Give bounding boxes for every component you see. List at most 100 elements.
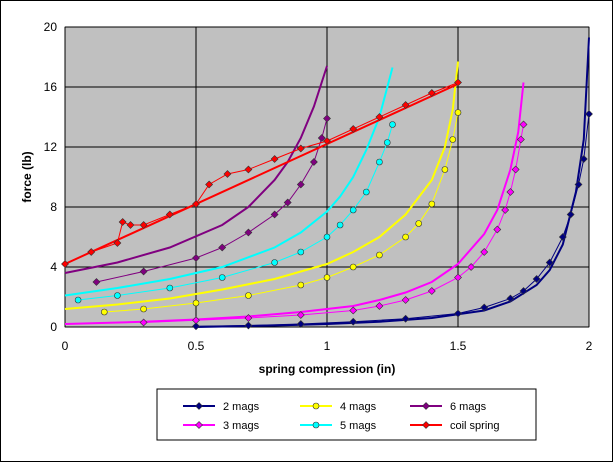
data-point-4-mags [441,166,449,173]
data-point-4-mags [101,308,108,316]
legend-label: 6 mags [450,401,487,413]
fit-line-5-mags [64,67,394,297]
y-tick-label: 16 [44,80,58,94]
data-point-3-mags [511,165,520,174]
data-point-6-mags [323,114,331,123]
data-point-2-mags [349,317,358,326]
series-coil-spring [61,78,462,268]
data-point-4-mags [454,109,462,116]
data-point-5-mags [389,121,396,128]
data-point-coil-spring [375,113,384,121]
data-point-3-mags [467,263,476,271]
legend-marker [422,402,430,410]
fit-line-coil-spring [64,83,459,265]
data-point-3-mags [501,206,510,214]
series-6-mags [64,65,331,286]
data-point-5-mags [114,292,121,299]
legend-item-5-mags: 5 mags [300,420,377,432]
data-point-3-mags [427,287,436,295]
data-point-3-mags [244,314,253,322]
data-point-5-mags [349,206,357,214]
legend-marker [195,421,203,429]
data-point-5-mags [166,284,174,292]
data-point-coil-spring [87,248,96,256]
data-point-coil-spring [118,218,127,226]
data-point-6-mags [296,180,305,189]
data-point-coil-spring [165,210,174,219]
data-point-6-mags [139,267,148,276]
data-point-2-mags [244,321,253,330]
fit-line-4-mags [64,61,459,310]
legend-item-6-mags: 6 mags [410,401,487,413]
data-point-5-mags [383,139,391,146]
data-point-coil-spring [205,180,214,189]
x-tick-label: 1.5 [450,339,467,353]
data-point-6-mags [270,210,279,219]
data-point-6-mags [218,243,227,252]
data-point-4-mags [402,233,409,241]
data-point-2-mags [585,110,593,118]
data-point-2-mags [574,180,583,189]
data-point-3-mags [296,311,305,319]
data-point-5-mags [271,259,278,266]
data-point-2-mags [566,210,575,219]
data-point-3-mags [493,225,502,234]
data-point-4-mags [449,136,457,143]
legend-marker [422,421,430,429]
data-point-2-mags [506,294,515,303]
data-point-4-mags [323,274,331,281]
y-tick-label: 12 [44,140,58,154]
data-point-coil-spring [192,200,200,208]
data-point-3-mags [401,296,410,304]
data-point-coil-spring [61,260,69,268]
x-tick-label: 1 [324,339,331,353]
legend-label: 4 mags [340,401,377,413]
data-point-coil-spring [454,78,462,87]
y-tick-label: 0 [50,320,57,334]
data-point-5-mags [74,296,82,304]
data-point-4-mags [245,292,252,299]
legend-marker [195,402,203,410]
tick-labels: 0 4 8 12 16 20 0 0.5 1 1.5 2 [44,20,593,353]
data-point-2-mags [480,303,489,312]
data-point-coil-spring [113,239,122,247]
data-point-6-mags [309,158,318,166]
data-point-2-mags [558,233,567,241]
data-point-coil-spring [270,155,279,163]
legend-label: 2 mags [223,401,260,413]
data-point-2-mags [579,155,588,163]
data-point-3-mags [519,120,528,129]
data-point-6-mags [283,198,292,207]
data-point-coil-spring [323,137,331,145]
legend-item-3-mags: 3 mags [183,420,260,432]
data-point-2-mags [401,314,410,323]
y-tick-label: 8 [50,200,57,214]
data-point-4-mags [415,220,423,227]
data-point-6-mags [244,228,253,237]
data-point-6-mags [92,278,101,286]
data-point-5-mags [376,158,383,166]
data-line-4-mags [104,112,459,313]
x-tick-label: 2 [586,339,593,353]
fit-line-3-mags [64,82,525,325]
legend-marker [312,402,320,410]
data-point-3-mags [454,273,462,282]
series-3-mags [64,82,528,327]
legend-label: 3 mags [223,420,260,432]
data-line-2-mags [195,113,590,327]
legend-box [156,388,537,441]
data-point-2-mags [454,309,462,318]
data-point-5-mags [362,188,370,196]
data-point-5-mags [297,248,305,256]
fit-line-6-mags [64,65,328,274]
legend: 2 mags 4 mags 6 mags 3 mags 5 mags coil sprin… [156,388,537,441]
y-tick-label: 20 [44,20,58,34]
data-point-coil-spring [296,144,305,153]
data-point-coil-spring [126,221,135,229]
data-point-5-mags [218,274,226,281]
data-point-coil-spring [401,101,410,109]
data-point-3-mags [139,318,148,327]
data-point-3-mags [516,135,525,144]
data-point-2-mags [532,275,541,283]
